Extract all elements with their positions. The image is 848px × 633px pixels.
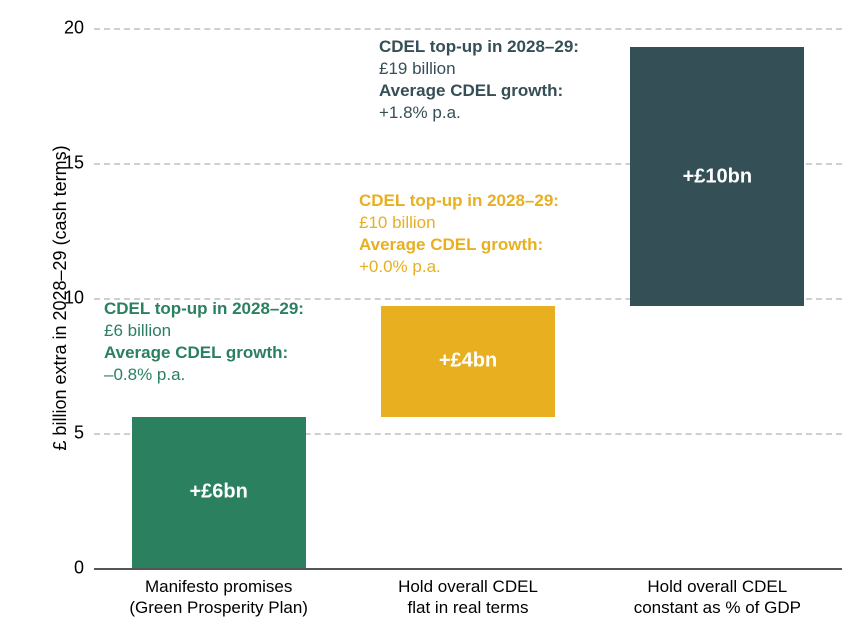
bar-label: +£4bn xyxy=(381,350,555,373)
chart-area: £ billion extra in 2028–29 (cash terms) … xyxy=(94,28,842,568)
x-category-label: Hold overall CDEL constant as % of GDP xyxy=(593,576,842,619)
annot-line: £10 billion xyxy=(359,213,436,232)
x-category-label: Manifesto promises (Green Prosperity Pla… xyxy=(94,576,343,619)
y-tick-label: 20 xyxy=(64,18,84,39)
annotation-flat-real: CDEL top-up in 2028–29: £10 billion Aver… xyxy=(359,190,559,278)
annot-line: Average CDEL growth: xyxy=(379,81,563,100)
x-label-line: flat in real terms xyxy=(408,598,529,617)
annot-line: Average CDEL growth: xyxy=(104,343,288,362)
annot-line: +1.8% p.a. xyxy=(379,103,461,122)
annot-line: £6 billion xyxy=(104,321,171,340)
annot-line: £19 billion xyxy=(379,59,456,78)
annot-line: CDEL top-up in 2028–29: xyxy=(379,37,579,56)
y-tick-label: 10 xyxy=(64,288,84,309)
x-category-label: Hold overall CDEL flat in real terms xyxy=(343,576,592,619)
annot-line: –0.8% p.a. xyxy=(104,365,185,384)
x-label-line: Manifesto promises xyxy=(145,577,292,596)
annot-line: CDEL top-up in 2028–29: xyxy=(359,191,559,210)
x-label-line: Hold overall CDEL xyxy=(398,577,538,596)
bar-label: +£10bn xyxy=(630,165,804,188)
bar-label: +£6bn xyxy=(132,481,306,504)
annot-line: Average CDEL growth: xyxy=(359,235,543,254)
y-tick-label: 5 xyxy=(74,423,84,444)
bar-pct-gdp: +£10bn xyxy=(630,47,804,306)
bar-manifesto: +£6bn xyxy=(132,417,306,568)
bar-flat-real: +£4bn xyxy=(381,306,555,417)
annot-line: CDEL top-up in 2028–29: xyxy=(104,299,304,318)
x-label-line: Hold overall CDEL xyxy=(647,577,787,596)
annot-line: +0.0% p.a. xyxy=(359,257,441,276)
annotation-pct-gdp: CDEL top-up in 2028–29: £19 billion Aver… xyxy=(379,36,579,124)
gridline xyxy=(94,28,842,30)
y-tick-label: 0 xyxy=(74,558,84,579)
x-label-line: (Green Prosperity Plan) xyxy=(129,598,308,617)
y-tick-label: 15 xyxy=(64,153,84,174)
x-axis-line xyxy=(94,568,842,570)
annotation-manifesto: CDEL top-up in 2028–29: £6 billion Avera… xyxy=(104,298,304,386)
x-label-line: constant as % of GDP xyxy=(634,598,801,617)
